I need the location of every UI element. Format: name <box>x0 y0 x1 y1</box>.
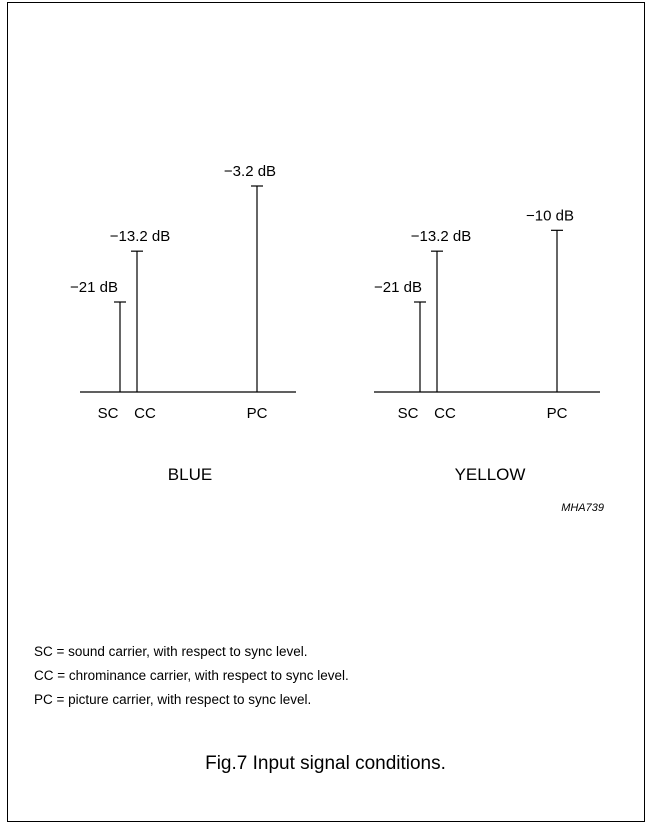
panel-title-blue: BLUE <box>168 465 212 484</box>
value-label-blue-pc: −3.2 dB <box>224 163 276 180</box>
figure-caption: Fig.7 Input signal conditions. <box>205 753 446 774</box>
legend-line-pc: PC = picture carrier, with respect to sy… <box>34 692 312 707</box>
figure-code: MHA739 <box>561 502 604 514</box>
value-label-blue-sc: −21 dB <box>70 279 118 296</box>
legend: SC = sound carrier, with respect to sync… <box>34 640 349 712</box>
category-label-yellow-pc: PC <box>547 405 568 422</box>
category-label-blue-sc: SC <box>98 405 119 422</box>
legend-line-cc: CC = chrominance carrier, with respect t… <box>34 668 349 683</box>
category-label-blue-pc: PC <box>247 405 268 422</box>
value-label-blue-cc: −13.2 dB <box>110 228 170 245</box>
panel-title-yellow: YELLOW <box>455 465 526 484</box>
panel-blue: −21 dB SC −13.2 dB CC −3.2 dB PC BLUE <box>70 163 296 484</box>
value-label-yellow-sc: −21 dB <box>374 279 422 296</box>
value-label-yellow-pc: −10 dB <box>526 207 574 224</box>
category-label-yellow-cc: CC <box>434 405 456 422</box>
value-label-yellow-cc: −13.2 dB <box>411 228 471 245</box>
category-label-blue-cc: CC <box>134 405 156 422</box>
category-label-yellow-sc: SC <box>398 405 419 422</box>
legend-line-sc: SC = sound carrier, with respect to sync… <box>34 644 308 659</box>
panel-yellow: −21 dB SC −13.2 dB CC −10 dB PC YELLOW <box>374 207 600 484</box>
signal-diagram: −21 dB SC −13.2 dB CC −3.2 dB PC BLUE −21 dB S… <box>70 163 604 514</box>
